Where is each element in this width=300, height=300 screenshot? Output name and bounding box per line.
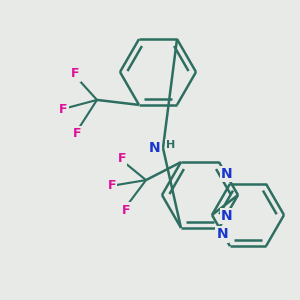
Text: F: F <box>73 128 81 140</box>
Text: F: F <box>118 152 126 165</box>
Text: N: N <box>221 167 232 181</box>
Text: H: H <box>167 140 176 150</box>
Text: N: N <box>149 141 161 155</box>
Text: F: F <box>59 103 67 116</box>
Text: F: F <box>71 68 79 80</box>
Text: F: F <box>122 204 130 217</box>
Text: F: F <box>108 178 116 192</box>
Text: N: N <box>216 227 228 241</box>
Text: N: N <box>221 209 232 223</box>
